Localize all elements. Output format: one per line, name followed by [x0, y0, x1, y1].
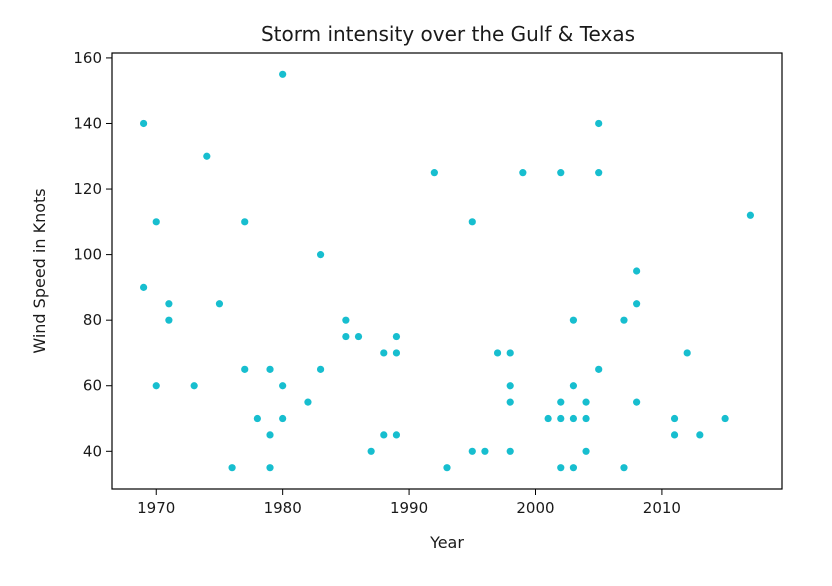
data-point — [392, 332, 401, 341]
x-tick-label: 1980 — [264, 499, 302, 517]
data-point — [165, 300, 173, 308]
y-tick-label: 80 — [83, 311, 102, 329]
data-point — [683, 349, 691, 357]
x-tick-label: 1970 — [137, 499, 175, 517]
data-point — [696, 431, 704, 439]
data-point — [595, 365, 603, 373]
data-point — [380, 349, 388, 357]
data-point — [140, 119, 148, 128]
data-point — [670, 414, 679, 423]
data-point — [557, 464, 565, 472]
data-point — [266, 464, 274, 472]
data-point — [506, 382, 514, 390]
data-point — [140, 283, 148, 291]
data-point — [279, 70, 287, 78]
x-axis-label: Year — [429, 533, 464, 552]
data-points — [140, 70, 754, 472]
data-point — [443, 464, 451, 472]
data-point — [253, 414, 261, 423]
data-point — [582, 398, 590, 406]
data-point — [633, 267, 641, 275]
data-point — [620, 316, 628, 324]
x-axis: 1970 1980 1990 2000 2010 — [137, 489, 681, 517]
data-point — [620, 464, 628, 472]
y-tick-label: 40 — [83, 442, 102, 460]
data-point — [392, 431, 401, 439]
y-axis-label: Wind Speed in Knots — [30, 188, 49, 353]
data-point — [633, 300, 641, 308]
data-point — [430, 169, 438, 177]
data-point — [519, 169, 527, 177]
data-point — [342, 332, 350, 341]
plot-area — [111, 52, 783, 490]
data-point — [544, 414, 552, 423]
y-tick-label: 60 — [83, 377, 102, 395]
data-point — [392, 349, 401, 357]
data-point — [266, 431, 274, 439]
data-point — [557, 414, 565, 423]
data-point — [468, 218, 476, 226]
data-point — [506, 398, 514, 406]
data-point — [228, 464, 236, 472]
x-tick-label: 2010 — [643, 499, 681, 517]
y-tick-label: 160 — [73, 49, 102, 67]
data-point — [367, 447, 375, 455]
data-point — [493, 349, 502, 357]
data-point — [152, 218, 160, 226]
data-point — [266, 365, 274, 373]
data-point — [569, 464, 578, 472]
data-point — [569, 382, 578, 390]
data-point — [506, 349, 514, 357]
data-point — [557, 398, 565, 406]
y-tick-label: 100 — [73, 246, 102, 264]
data-point — [746, 211, 754, 219]
data-point — [582, 414, 590, 423]
data-point — [670, 431, 679, 439]
data-point — [595, 169, 603, 177]
x-tick-label: 2000 — [516, 499, 554, 517]
data-point — [481, 447, 489, 455]
data-point — [633, 398, 641, 406]
data-point — [468, 447, 476, 455]
data-point — [569, 316, 578, 324]
data-point — [506, 447, 514, 455]
data-point — [279, 382, 287, 390]
data-point — [279, 414, 287, 423]
data-point — [304, 398, 312, 406]
data-point — [316, 251, 325, 259]
data-point — [152, 382, 160, 390]
data-point — [165, 316, 173, 324]
data-point — [354, 332, 363, 341]
data-point — [595, 119, 603, 128]
data-point — [190, 382, 198, 390]
data-point — [215, 300, 224, 308]
data-point — [241, 365, 249, 373]
data-point — [342, 316, 350, 324]
x-tick-label: 1990 — [390, 499, 428, 517]
data-point — [582, 447, 590, 455]
data-point — [721, 414, 729, 423]
data-point — [557, 169, 565, 177]
data-point — [569, 414, 578, 423]
data-point — [380, 431, 388, 439]
y-tick-label: 140 — [73, 114, 102, 132]
y-tick-label: 120 — [73, 180, 102, 198]
data-point — [241, 218, 249, 226]
data-point — [316, 365, 325, 373]
y-axis: 40 60 80 100 120 140 160 — [73, 49, 112, 460]
chart-title: Storm intensity over the Gulf & Texas — [261, 22, 635, 46]
data-point — [203, 152, 211, 160]
